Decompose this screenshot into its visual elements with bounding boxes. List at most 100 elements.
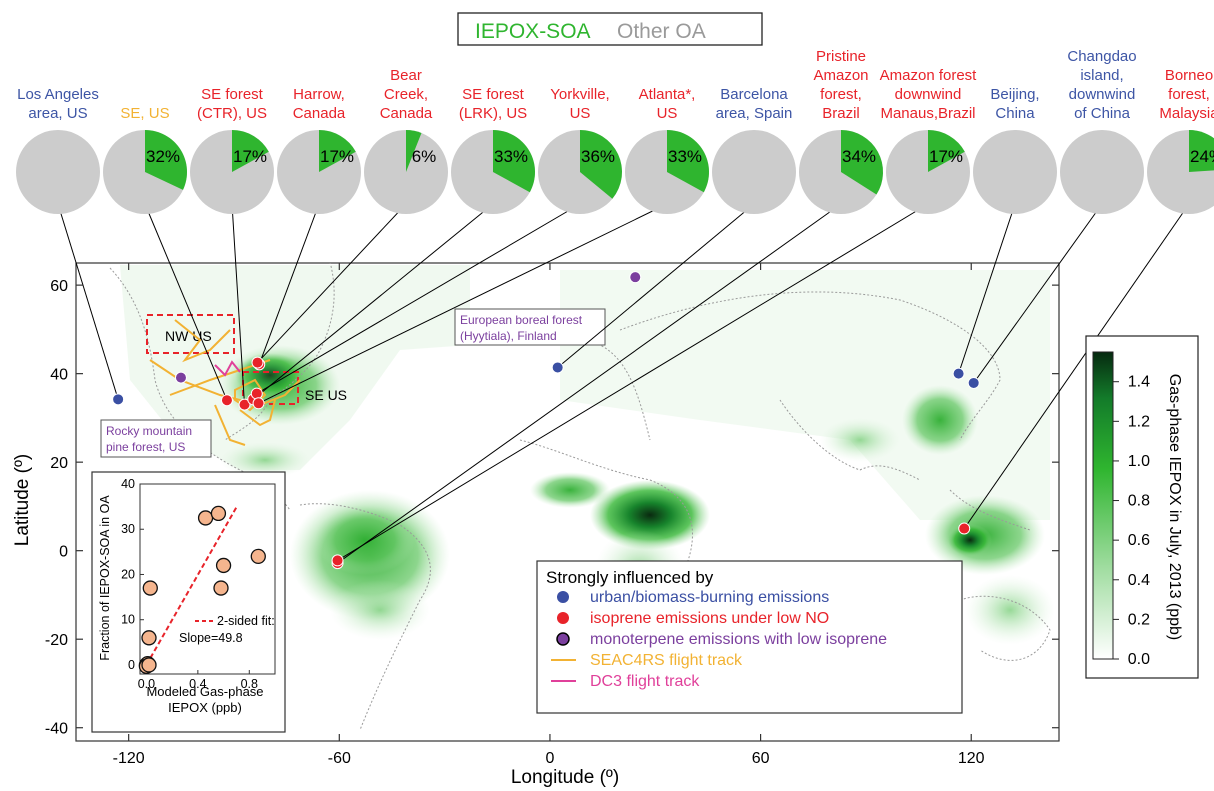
- y-tick-label: -40: [45, 721, 68, 738]
- inset-xlabel-line-1: Modeled Gas-phase: [146, 684, 263, 699]
- y-tick-label: 40: [50, 367, 68, 384]
- x-axis-title: Longitude (º): [511, 767, 619, 788]
- pointer-line: [257, 203, 407, 363]
- pie-other-oa-slice: [16, 130, 100, 214]
- site-markers: [112, 271, 980, 570]
- pie-iepox-soa-slice: [145, 130, 187, 190]
- inset-x-tick-label: 0.4: [189, 677, 206, 691]
- site-pie: Barcelona area, Spain: [712, 86, 796, 214]
- site-name-line: Bear: [390, 67, 422, 84]
- inset-point: [142, 580, 158, 596]
- site-name-line: SE forest: [462, 86, 525, 103]
- pie-other-oa-slice: [712, 130, 796, 214]
- site-name-line: downwind: [895, 86, 962, 103]
- legend-dot-monoterpene: [556, 632, 570, 646]
- pointer-line: [252, 203, 494, 400]
- inset-xlabel-line-2: IEPOX (ppb): [168, 700, 242, 715]
- site-marker: [250, 387, 263, 400]
- monoterpene-marker: [629, 271, 642, 284]
- colorbar-tick-label: 1.2: [1128, 413, 1150, 430]
- pie-percent-label: 17%: [929, 147, 963, 166]
- pie-percent-label: 17%: [320, 147, 354, 166]
- marker-legend-title: Strongly influenced by: [546, 568, 714, 587]
- inset-ylabel: Fraction of IEPOX-SOA in OA: [98, 495, 112, 661]
- site-name-line: Borneo: [1165, 67, 1213, 84]
- pointer-line: [958, 203, 1016, 374]
- site-pie: 24% Borneo forest, Malaysia: [1147, 67, 1214, 214]
- map-axes: -120 -60 0 60 120 60 40 20 0 -20 -40: [45, 263, 1059, 767]
- inset-point: [213, 580, 229, 596]
- legend-label-monoterpene: monoterpene emissions with low isoprene: [590, 631, 887, 648]
- site-pie: 17% Amazon forest downwind Manaus,Brazil: [880, 67, 977, 214]
- pointer-line: [337, 203, 929, 561]
- site-name-line: downwind: [1069, 86, 1136, 103]
- inset-point: [141, 657, 157, 673]
- site-name-line: area, Spain: [716, 105, 793, 122]
- boreal-line-2: (Hyytiala), Finland: [460, 329, 557, 343]
- rocky-line-2: pine forest, US: [106, 440, 185, 454]
- site-pie: 33% Atlanta*, US: [625, 86, 710, 214]
- inset-x-tick-label: 0.0: [138, 677, 155, 691]
- inset-y-tick-label: 10: [121, 613, 135, 627]
- site-pie: 6% Bear Creek, Canada: [364, 67, 448, 214]
- site-name-line: Pristine: [816, 48, 866, 65]
- inset-point: [210, 505, 227, 522]
- top-legend: IEPOX-SOA Other OA: [457, 12, 763, 46]
- y-tick-label: 20: [50, 455, 68, 472]
- site-name-line: China: [995, 105, 1035, 122]
- inset-fit-label: 2-sided fit:: [217, 614, 275, 628]
- site-name-line: island,: [1080, 67, 1123, 84]
- colorbar-tick-label: 0.4: [1128, 572, 1150, 589]
- rocky-line-1: Rocky mountain: [106, 424, 192, 438]
- site-pie: Los Angeles area, US: [16, 86, 100, 214]
- site-marker: [112, 393, 125, 406]
- inset-point: [215, 557, 232, 574]
- pie-percent-label: 24%: [1190, 147, 1214, 166]
- inset-y-tick-label: 40: [121, 477, 135, 491]
- site-marker: [551, 361, 564, 374]
- pointer-lines: [57, 203, 1190, 564]
- site-name-line: (LRK), US: [459, 105, 527, 122]
- site-name-line: Harrow,: [293, 86, 345, 103]
- site-name-line: Atlanta*,: [639, 86, 696, 103]
- colorbar-tick-label: 1.4: [1128, 374, 1150, 391]
- pointer-line: [57, 203, 119, 400]
- site-name-line: Malaysia: [1159, 105, 1214, 122]
- pie-iepox-soa-slice: [667, 130, 710, 193]
- legend-dot-isoprene: [557, 612, 569, 624]
- pie-row: Los Angeles area, US 32% SE, US 17% SE forest…: [16, 48, 1214, 214]
- site-pie: 36% Yorkville, US: [538, 86, 622, 214]
- site-name-line: area, US: [28, 105, 87, 122]
- se-us-box: [242, 371, 299, 405]
- site-name-line: US: [657, 105, 678, 122]
- pie-percent-label: 6%: [412, 147, 437, 166]
- pie-iepox-soa-slice: [493, 130, 535, 193]
- site-name-line: Canada: [293, 105, 346, 122]
- colorbar-tick-label: 0.2: [1128, 611, 1150, 628]
- pointer-line: [557, 203, 755, 368]
- site-name-line: Yorkville,: [550, 86, 609, 103]
- inset-y-tick-label: 20: [121, 567, 135, 581]
- site-name-line: Beijing,: [990, 86, 1039, 103]
- pie-percent-label: 17%: [233, 147, 267, 166]
- pointer-line: [963, 203, 1190, 529]
- pie-iepox-soa-slice: [841, 130, 883, 195]
- site-pie: 33% SE forest (LRK), US: [451, 86, 535, 214]
- site-name-line: (CTR), US: [197, 105, 267, 122]
- pie-other-oa-slice: [1060, 130, 1144, 214]
- inset-point: [197, 510, 214, 526]
- x-tick-label: 0: [545, 750, 554, 767]
- inset-y-tick-label: 0: [128, 658, 135, 672]
- site-marker: [967, 376, 980, 389]
- monoterpene-marker: [174, 371, 187, 384]
- marker-legend: Strongly influenced by urban/biomass-bur…: [536, 560, 963, 714]
- pointer-line: [973, 203, 1103, 384]
- pie-iepox-soa-slice: [580, 130, 622, 199]
- inset-fit-line: [145, 506, 238, 666]
- pointer-line: [231, 203, 246, 405]
- legend-label-urban: urban/biomass-burning emissions: [590, 589, 829, 606]
- boreal-line-1: European boreal forest: [460, 313, 583, 327]
- inset-y-tick-label: 30: [121, 522, 135, 536]
- site-pie: Beijing, China: [973, 86, 1057, 214]
- site-name-line: Changdao: [1067, 48, 1136, 65]
